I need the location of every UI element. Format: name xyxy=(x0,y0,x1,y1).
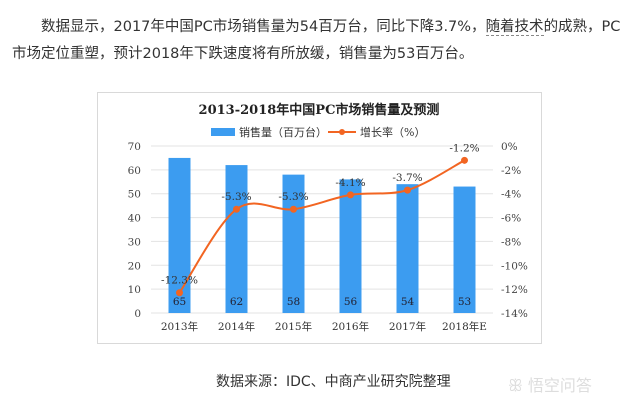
x-tick-label: 2016年 xyxy=(332,320,369,333)
x-tick-label: 2013年 xyxy=(161,320,198,333)
line-marker xyxy=(176,289,183,297)
bar-value-label: 56 xyxy=(344,296,358,308)
y-tick-label: 70 xyxy=(128,141,141,153)
y2-tick-label: -6% xyxy=(501,213,521,225)
paragraph-text-2: 的成熟，PC市场定位重塑，预计2018年下跌速度将有所放缓，销售量为53百万台。 xyxy=(12,19,621,62)
x-tick-label: 2014年 xyxy=(218,320,255,333)
y2-tick-label: -14% xyxy=(501,308,528,320)
line-marker xyxy=(404,186,411,194)
y-tick-label: 60 xyxy=(128,165,141,177)
y-tick-label: 30 xyxy=(128,236,141,248)
bar-value-label: 62 xyxy=(230,296,243,308)
watermark-logo: ꕥ 悟空问答 xyxy=(508,376,592,395)
line-value-label: -12.3% xyxy=(161,275,198,287)
chart-title: 2013-2018年中国PC市场销售量及预测 xyxy=(199,102,440,118)
line-marker xyxy=(461,156,468,164)
x-tick-label: 2015年 xyxy=(275,320,312,333)
line-marker xyxy=(347,191,354,199)
y-tick-label: 50 xyxy=(128,189,141,201)
line-value-label: -1.2% xyxy=(449,142,479,154)
y2-tick-label: 0% xyxy=(501,141,518,153)
growth-line xyxy=(178,159,465,294)
legend-bar-swatch xyxy=(211,128,235,136)
bar-value-label: 53 xyxy=(458,296,471,308)
y2-tick-label: -4% xyxy=(501,189,521,201)
paragraph-text: 数据显示，2017年中国PC市场销售量为54百万台，同比下降3.7%， xyxy=(41,19,486,35)
y-tick-label: 10 xyxy=(128,284,141,296)
line-value-label: -5.3% xyxy=(278,191,308,203)
y-tick-label: 0 xyxy=(134,308,141,320)
legend-bar-label: 销售量（百万台） xyxy=(239,125,327,139)
keyword-link[interactable]: 随着技术 xyxy=(485,19,544,36)
bar-value-label: 58 xyxy=(287,296,300,308)
bar-value-label: 65 xyxy=(173,296,186,308)
y-tick-label: 40 xyxy=(128,213,141,225)
legend-line-label: 增长率（%） xyxy=(360,125,425,139)
line-marker xyxy=(290,205,297,213)
y-tick-label: 20 xyxy=(128,260,141,272)
bar xyxy=(453,186,476,313)
y2-tick-label: -12% xyxy=(501,284,528,296)
article-paragraph: 数据显示，2017年中国PC市场销售量为54百万台，同比下降3.7%，随着技术的… xyxy=(12,14,632,68)
line-value-label: -4.1% xyxy=(335,177,365,189)
bar xyxy=(396,184,419,313)
y2-tick-label: -2% xyxy=(501,165,521,177)
chart-container: 2013-2018年中国PC市场销售量及预测销售量（百万台） 增长率（%） 0 10 2… xyxy=(97,92,542,344)
bar-value-label: 54 xyxy=(401,296,415,308)
x-tick-label: 2017年 xyxy=(389,320,426,333)
bar xyxy=(168,157,191,313)
y2-tick-label: -8% xyxy=(501,236,521,248)
y2-tick-label: -10% xyxy=(501,260,528,272)
line-marker xyxy=(233,205,240,213)
line-value-label: -5.3% xyxy=(221,191,251,203)
bar xyxy=(225,165,248,313)
source-note: 数据来源：IDC、中商产业研究院整理 xyxy=(216,374,451,390)
bar xyxy=(339,179,362,313)
x-tick-label: 2018年E xyxy=(442,320,487,333)
legend-line-marker xyxy=(339,129,345,135)
line-value-label: -3.7% xyxy=(392,172,422,184)
